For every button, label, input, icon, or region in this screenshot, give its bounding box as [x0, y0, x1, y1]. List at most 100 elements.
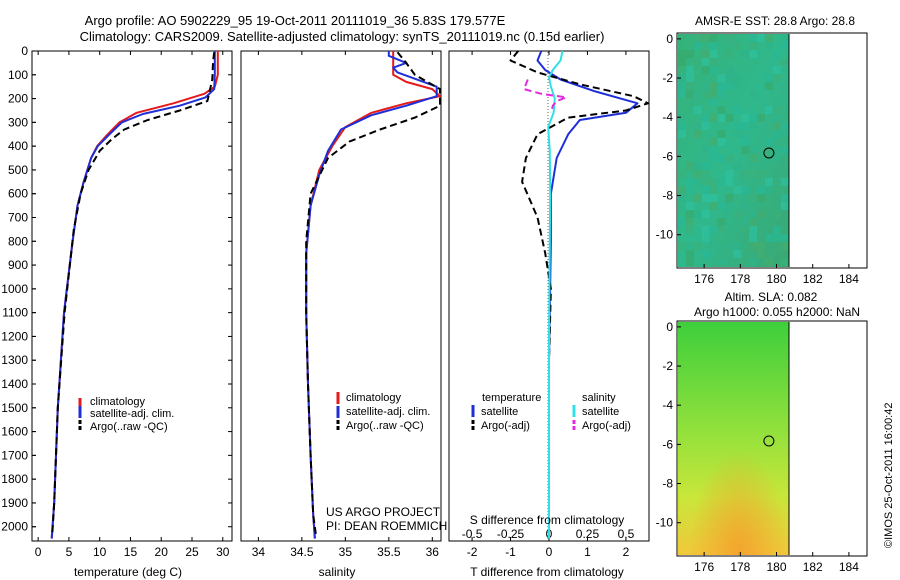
sst-cell	[764, 146, 773, 154]
lat-tick-label: -4	[662, 398, 673, 412]
sst-cell	[701, 210, 710, 218]
sst-cell	[717, 258, 726, 266]
sst-cell	[725, 210, 734, 218]
sst-cell	[709, 250, 718, 258]
pressure-tick-label: 900	[8, 258, 28, 272]
sst-cell	[780, 258, 789, 266]
legend-argo: Argo(..raw -QC)	[346, 420, 424, 432]
sst-cell	[685, 258, 694, 266]
sst-cell	[772, 106, 781, 114]
sst-cell	[764, 42, 773, 50]
sst-cell	[741, 186, 750, 194]
sla-map-panel: Altim. SLA: 0.082 Argo h1000: 0.055 h200…	[656, 290, 868, 574]
sst-cell	[685, 202, 694, 210]
sst-cell	[685, 66, 694, 74]
project-line2: PI: DEAN ROEMMICH	[326, 519, 447, 533]
sst-cell	[757, 34, 765, 42]
s-tick-label: -0.5	[462, 527, 483, 541]
temperature-lines	[50, 51, 219, 539]
sst-cell	[701, 34, 710, 42]
sst-cell	[757, 186, 765, 194]
sst-cell	[733, 74, 742, 82]
sst-cell	[709, 34, 718, 42]
sst-cell	[733, 162, 742, 170]
sst-cell	[741, 170, 750, 178]
lon-tick-label: 178	[730, 272, 750, 286]
sst-cell	[709, 146, 718, 154]
sst-cell	[693, 242, 702, 250]
sst-cell	[764, 106, 773, 114]
sst-map-panel: AMSR-E SST: 28.8 Argo: 28.8 176 178 180 182…	[656, 14, 868, 286]
sst-cell	[749, 226, 758, 234]
salinity-plot-frame	[240, 50, 442, 542]
sst-cell	[749, 154, 758, 162]
sst-cell	[749, 50, 758, 58]
sst-cell	[764, 258, 773, 266]
sst-cell	[725, 202, 734, 210]
series-line-temperature-satellite	[536, 50, 639, 539]
sst-cell	[685, 90, 694, 98]
sst-cell	[741, 202, 750, 210]
sst-cell	[780, 122, 789, 130]
sst-cell	[757, 242, 765, 250]
sst-cell	[772, 234, 781, 242]
difference-xlabel-top: S difference from climatology	[470, 513, 625, 527]
sst-cell	[693, 170, 702, 178]
sst-cell	[717, 178, 726, 186]
sst-cell	[693, 58, 702, 66]
sst-field-cells	[678, 34, 789, 266]
sst-cell	[741, 138, 750, 146]
x-tick-label: 35.5	[377, 545, 401, 559]
sst-cell	[780, 130, 789, 138]
sst-cell	[741, 50, 750, 58]
lon-tick-label: 182	[803, 560, 823, 574]
sst-cell	[709, 186, 718, 194]
sst-cell	[733, 210, 742, 218]
sst-cell	[772, 122, 781, 130]
sst-cell	[764, 234, 773, 242]
series-line-salinity-argo-adj-	[523, 79, 568, 114]
pressure-tick-label: 600	[8, 187, 28, 201]
lon-tick-label: 180	[767, 560, 787, 574]
x-tick-label: 5	[66, 545, 73, 559]
sst-cell	[709, 42, 718, 50]
s-tick-label: 0.5	[618, 527, 635, 541]
salinity-legend: climatology satellite-adj. clim. Argo(..…	[336, 392, 430, 432]
sst-cell	[685, 250, 694, 258]
difference-panel: -2 -1 0 1 2 -0.5 -0.25 0 0.25 0.5 T difference f…	[448, 50, 650, 579]
sst-cell	[780, 42, 789, 50]
sst-cell	[685, 74, 694, 82]
sst-cell	[678, 130, 686, 138]
sst-cell	[701, 186, 710, 194]
legend-climatology: climatology	[90, 396, 146, 408]
sst-cell	[701, 146, 710, 154]
sst-cell	[780, 34, 789, 42]
pressure-tick-label: 800	[8, 234, 28, 248]
sst-cell	[685, 162, 694, 170]
legend-satellite: satellite-adj. clim.	[90, 408, 174, 420]
x-tick-label: -1	[505, 545, 516, 559]
sst-cell	[701, 250, 710, 258]
sst-cell	[693, 42, 702, 50]
sst-cell	[701, 162, 710, 170]
sst-cell	[693, 90, 702, 98]
sst-cell	[717, 138, 726, 146]
pressure-tick-label: 1900	[1, 496, 28, 510]
x-tick-label: 35	[339, 545, 353, 559]
sst-cell	[717, 202, 726, 210]
pressure-tick-label: 700	[8, 211, 28, 225]
sst-cell	[693, 106, 702, 114]
sst-cell	[709, 242, 718, 250]
sst-cell	[709, 82, 718, 90]
legend-argo: Argo(..raw -QC)	[90, 421, 168, 433]
sla-map-ticks: 176 178 180 182 184 0 -2 -4 -6 -8 -10	[656, 320, 860, 574]
sst-cell	[741, 114, 750, 122]
lon-tick-label: 184	[839, 560, 859, 574]
sst-cell	[709, 114, 718, 122]
sst-cell	[733, 250, 742, 258]
lon-tick-label: 180	[767, 272, 787, 286]
sst-cell	[693, 210, 702, 218]
sst-cell	[693, 194, 702, 202]
pressure-tick-label: 1100	[2, 306, 28, 320]
series-line-satellite-adj-clim-	[305, 51, 438, 539]
